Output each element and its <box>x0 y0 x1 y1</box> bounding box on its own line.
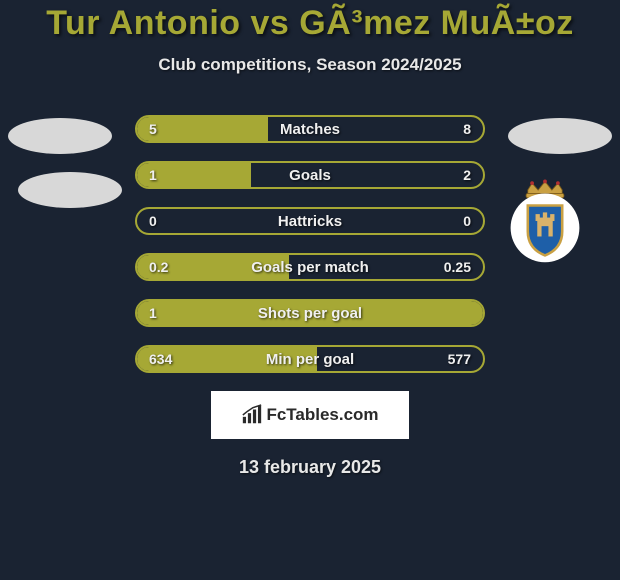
stat-label: Hattricks <box>137 209 483 233</box>
stat-bar-hattricks: 0 Hattricks 0 <box>135 207 485 235</box>
club-logo-left-1 <box>8 118 112 154</box>
date-text: 13 february 2025 <box>0 457 620 478</box>
stat-right-value: 2 <box>463 163 471 187</box>
stat-left-value: 0.2 <box>149 255 168 279</box>
stat-right-value: 0 <box>463 209 471 233</box>
brand-text: FcTables.com <box>266 405 378 425</box>
stat-bar-fill <box>137 301 483 325</box>
page-title: Tur Antonio vs GÃ³mez MuÃ±oz <box>0 4 620 43</box>
stat-right-value: 8 <box>463 117 471 141</box>
club-logo-left-2 <box>18 172 122 208</box>
page-subtitle: Club competitions, Season 2024/2025 <box>0 55 620 75</box>
stat-left-value: 5 <box>149 117 157 141</box>
stat-bar-shots-per-goal: 1 Shots per goal <box>135 299 485 327</box>
bar-chart-icon <box>241 404 263 426</box>
stat-right-value: 0.25 <box>444 255 471 279</box>
stat-bar-goals-per-match: 0.2 Goals per match 0.25 <box>135 253 485 281</box>
stat-bar-min-per-goal: 634 Min per goal 577 <box>135 345 485 373</box>
stat-left-value: 0 <box>149 209 157 233</box>
stat-right-value: 577 <box>448 347 471 371</box>
club-logo-right-1 <box>508 118 612 154</box>
brand-box: FcTables.com <box>211 391 409 439</box>
stat-left-value: 634 <box>149 347 172 371</box>
club-crest-right <box>502 178 588 264</box>
stat-bar-matches: 5 Matches 8 <box>135 115 485 143</box>
stat-left-value: 1 <box>149 163 157 187</box>
comparison-infographic: Tur Antonio vs GÃ³mez MuÃ±oz Club compet… <box>0 0 620 580</box>
stat-bar-goals: 1 Goals 2 <box>135 161 485 189</box>
ponferradina-crest-icon <box>502 178 588 264</box>
stat-left-value: 1 <box>149 301 157 325</box>
